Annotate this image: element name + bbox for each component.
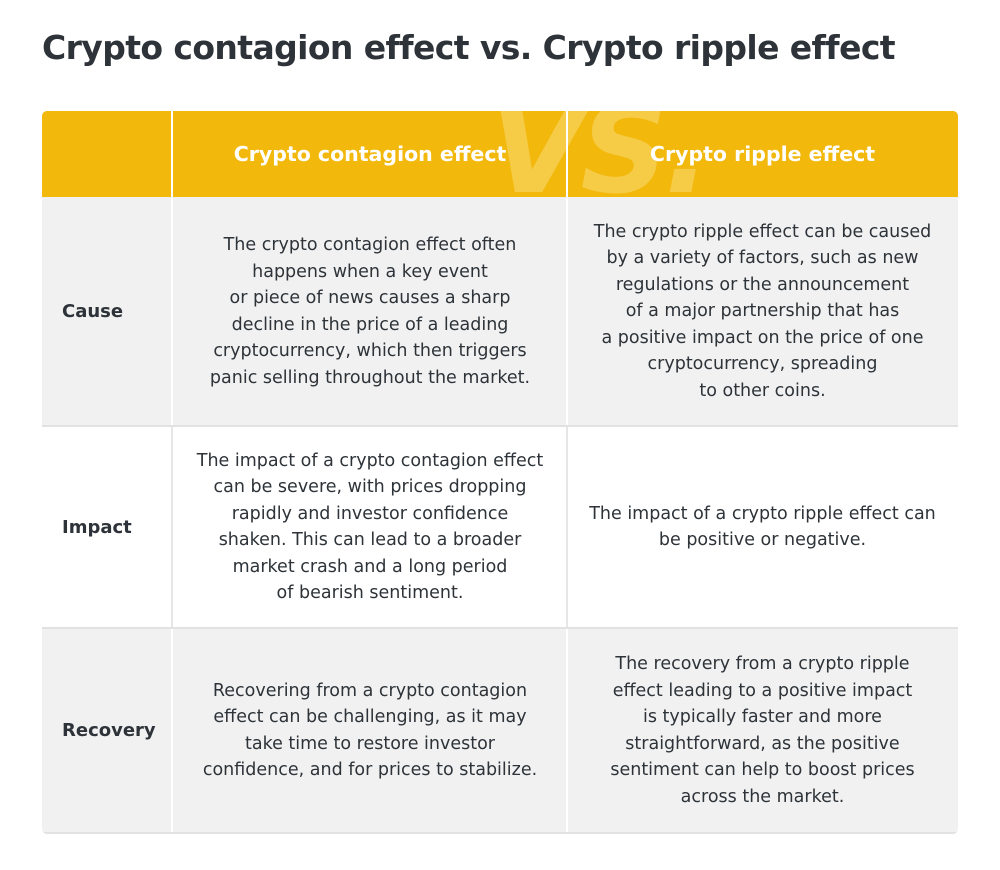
column-divider — [171, 629, 173, 832]
impact-contagion-text: The impact of a crypto contagion effect … — [196, 450, 544, 604]
table-row-recovery: Recovery Recovering from a crypto contag… — [42, 629, 958, 832]
header-divider — [171, 111, 173, 197]
recovery-ripple-text: The recovery from a crypto ripple effect… — [610, 654, 915, 807]
header-ripple: Crypto ripple effect — [649, 142, 876, 166]
row-divider — [42, 832, 958, 834]
column-divider — [566, 629, 568, 832]
table-row-impact: Impact The impact of a crypto contagion … — [42, 427, 958, 627]
row-divider — [42, 627, 958, 629]
column-divider — [566, 197, 568, 426]
header-divider — [566, 111, 568, 197]
page-title: Crypto contagion effect vs. Crypto rippl… — [42, 28, 896, 67]
header-contagion: Crypto contagion effect — [233, 142, 507, 166]
comparison-table: VS. Crypto contagion effect Crypto rippl… — [42, 111, 958, 834]
impact-ripple-text: The impact of a crypto ripple effect can… — [589, 503, 936, 551]
column-divider — [171, 197, 173, 426]
column-divider — [566, 427, 568, 627]
cause-ripple-text: The crypto ripple effect can be caused b… — [593, 221, 932, 401]
recovery-contagion-text: Recovering from a crypto contagion effec… — [202, 680, 538, 781]
row-label-recovery: Recovery — [62, 720, 156, 741]
column-divider — [171, 427, 173, 627]
cause-contagion-text: The crypto contagion effect often happen… — [209, 235, 531, 388]
row-divider — [42, 425, 958, 427]
table-header: VS. Crypto contagion effect Crypto rippl… — [42, 111, 958, 197]
vs-watermark: VS. — [490, 111, 711, 197]
table-row-cause: Cause The crypto contagion effect often … — [42, 197, 958, 426]
row-label-cause: Cause — [62, 301, 124, 322]
row-label-impact: Impact — [62, 516, 132, 538]
